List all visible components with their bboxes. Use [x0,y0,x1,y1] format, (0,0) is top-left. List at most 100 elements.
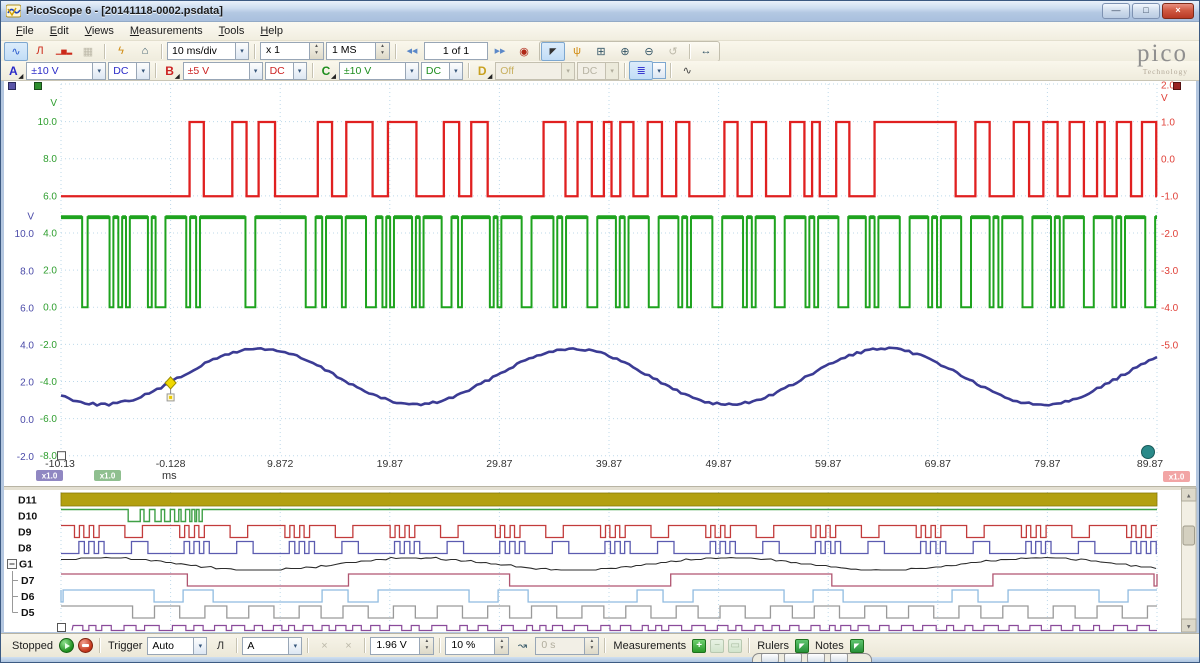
menu-views[interactable]: Views [84,25,114,37]
spin-up-icon[interactable]: ▴ [500,637,504,644]
spectrum-view-button[interactable]: ▁▅▂ [55,48,73,55]
hand-tool-button[interactable]: ψ [573,45,581,57]
pretrigger-spinner[interactable]: 10 % ▴ ▾ [445,636,510,655]
scrollbar-up-button[interactable] [1181,487,1197,502]
channel-B-axis-marker[interactable] [1173,82,1181,90]
splitter[interactable] [4,486,1196,490]
spin-up-icon[interactable]: ▴ [425,637,429,644]
axis-label: 10.0 [38,117,58,128]
add-measurement-button[interactable]: + [692,638,707,653]
spin-up-icon[interactable]: ▴ [315,43,318,49]
signal-generator-button[interactable]: ∿ [682,65,692,77]
channel-D-range-select[interactable]: Off ▾ [495,61,576,80]
mini-button[interactable] [784,654,802,663]
mini-button[interactable] [830,654,848,663]
mini-button[interactable] [807,654,825,663]
chevron-down-icon: ▾ [561,62,575,79]
axis-end-handle[interactable] [1141,445,1155,459]
axis-label: V [50,98,57,109]
trigger-mode-select[interactable]: Auto ▾ [147,636,208,655]
marquee-zoom-tool-button[interactable]: ⊞ [596,45,606,58]
menu-help[interactable]: Help [260,25,283,37]
prev-buffers-button[interactable]: ◀◀ [406,48,418,55]
axis-label: -1.0 [1161,192,1179,203]
channel-A-axis-marker[interactable] [8,82,16,90]
rising-edge-icon[interactable]: Л [216,639,225,652]
digital-channel-label-D7[interactable]: D7 [21,575,35,587]
channel-D-menu-button[interactable]: D◢ [477,63,493,80]
axis-label: 0.0 [1161,155,1175,166]
scrollbar-down-button[interactable] [1181,618,1197,633]
rulers-panel-button[interactable]: ◤ [794,638,809,653]
ruler-tool-icon: × [345,639,352,652]
digital-channel-label-D10[interactable]: D10 [18,511,37,523]
digital-inputs-button[interactable]: ≣ [629,61,654,80]
channel-D-coupling-select[interactable]: DC ▾ [577,61,620,80]
digital-channel-label-D9[interactable]: D9 [18,527,32,539]
channel-B-range-select[interactable]: ±5 V ▾ [182,61,263,80]
stop-capture-button[interactable] [77,638,93,653]
chevron-corner-icon: ◢ [174,73,180,80]
channel-C-range-select[interactable]: ±10 V ▾ [338,61,419,80]
buffer-overview-button[interactable]: ◉ [519,45,529,58]
horizontal-zoom-button[interactable]: ↔ [700,45,712,57]
zoom-in-tool-button[interactable]: ⊕ [620,45,630,58]
channel-C-coupling-select[interactable]: DC ▾ [420,61,463,80]
minimize-button[interactable]: — [1102,2,1130,19]
trigger-level-value: 1.96 V [376,638,407,651]
zoom-factor-spinner[interactable]: x 1 ▴ ▾ [260,42,324,60]
menu-file[interactable]: File [16,25,34,37]
trigger-marker[interactable] [164,376,177,390]
axis-label: 8.0 [20,266,34,277]
pico-logo-text: pico [1136,40,1188,67]
digital-channel-label-G1[interactable]: G1 [19,559,33,571]
close-button[interactable]: × [1162,2,1194,19]
scrollbar-track[interactable] [1181,487,1197,633]
digital-channel-label-D5[interactable]: D5 [21,607,35,619]
menu-edit[interactable]: Edit [49,25,69,37]
mini-button[interactable] [761,654,779,663]
channel-C-menu-button[interactable]: C◢ [321,63,336,80]
digital-channel-label-D6[interactable]: D6 [21,591,35,603]
channel-A-range-select[interactable]: ±10 V ▾ [26,61,107,80]
channel-A-menu-button[interactable]: A◢ [9,63,24,80]
channel-A-coupling-select[interactable]: DC ▾ [108,61,151,80]
digital-inputs-dropdown[interactable]: ▾ [653,62,667,79]
channel-B-menu-button[interactable]: B◢ [165,63,180,80]
spin-down-icon[interactable]: ▾ [500,644,504,651]
spin-down-icon[interactable]: ▾ [425,644,429,651]
notes-panel-button[interactable]: ◤ [849,638,864,653]
normal-selection-tool-button[interactable]: ◤ [541,41,565,61]
axis-origin-handle[interactable] [57,451,66,461]
zoom-out-tool-button[interactable]: ⊖ [644,45,654,58]
timebase-select[interactable]: 10 ms/div ▾ [167,42,249,60]
connect-device-button[interactable]: ϟ [118,45,124,57]
menu-tools[interactable]: Tools [218,25,245,37]
maximize-button[interactable]: □ [1132,2,1160,19]
trigger-source-select[interactable]: A ▾ [242,636,303,655]
digital-channel-label-D11[interactable]: D11 [18,495,37,507]
scope-view-button[interactable]: ∿ [4,41,28,61]
menu-bar: File Edit Views Measurements Tools Help [0,22,1200,41]
post-trigger-time-icon[interactable]: ↝ [517,640,528,652]
digital-channel-label-D8[interactable]: D8 [18,543,32,555]
persistence-view-button[interactable]: Л [36,45,44,57]
start-capture-button[interactable] [58,638,74,653]
spin-down-icon[interactable]: ▾ [315,50,318,56]
trigger-level-spinner[interactable]: 1.96 V ▴ ▾ [370,636,435,655]
title-bar: PicoScope 6 - [20141118-0002.psdata] — □… [0,0,1200,22]
floating-toolbar-fragment[interactable] [752,653,872,663]
axis-label: -5.0 [1161,340,1179,351]
spin-down-icon[interactable]: ▾ [381,50,384,56]
digital-origin-handle[interactable] [57,623,66,632]
spin-up-icon[interactable]: ▴ [381,43,384,49]
axis-label: 6.0 [20,303,34,314]
channel-C-axis-marker[interactable] [34,82,42,90]
sample-count-spinner[interactable]: 1 MS ▴ ▾ [326,42,390,60]
channels-toolbar: A◢ ±10 V ▾ DC ▾ B◢ ±5 V ▾ DC ▾ C◢ ±10 V ▾ DC ▾ D◢ Off ▾ DC… [0,61,1200,81]
channel-B-coupling-select[interactable]: DC ▾ [264,61,307,80]
menu-measurements[interactable]: Measurements [129,25,203,37]
home-button[interactable]: ⌂ [141,45,149,57]
next-buffers-button[interactable]: ▶▶ [494,48,506,55]
scrollbar-thumb[interactable] [1182,525,1195,546]
